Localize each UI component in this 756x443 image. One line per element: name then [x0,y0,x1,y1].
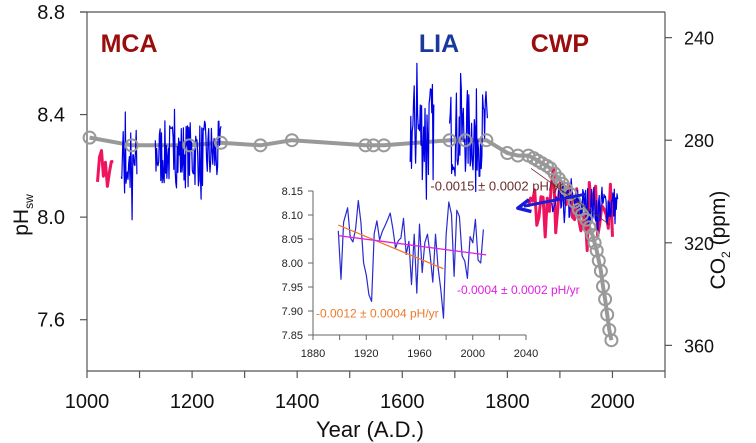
co2-marker [602,322,617,337]
coral-ph-blue-series-segment [551,178,619,234]
inset-y-tick-label: 8.15 [282,186,303,198]
inset-y-tick-label: 8.10 [282,210,303,222]
co2-marker [358,138,373,153]
co2-marker [442,133,457,148]
inset-y-tick-label: 8.05 [282,234,303,246]
co2-marker [593,263,608,278]
y2-axis-label: CO2 (ppm) [707,191,733,290]
inset-trendline [338,234,487,256]
co2-marker [82,130,97,145]
y-tick-label: 8.0 [37,207,65,229]
inset-x-tick-label: 1960 [407,348,431,360]
co2-marker [213,135,228,150]
ph-pink-series-segment [96,149,114,188]
y2-tick-label: 360 [684,336,714,356]
co2-marker [182,138,197,153]
x-tick-label: 1200 [170,391,215,413]
co2-marker [253,138,268,153]
inset-x-tick-label: 1880 [301,348,325,360]
co2-marker [284,133,299,148]
period-label-mca: MCA [101,30,158,58]
co2-marker [579,212,594,227]
inset-plot: 8.15 8.10 8.05 8.00 7.95 7.90 7.85 1880 1920 1960… [282,186,580,360]
inset-y-tick-label: 7.95 [282,282,303,294]
co2-marker [458,133,473,148]
inset-trend-label-orange: -0.0012 ± 0.0004 pH/yr [316,306,439,320]
y-axis-label: pHsw [10,194,36,236]
x-tick-label: 2000 [590,391,635,413]
y2-tick-label: 280 [684,131,714,151]
co2-marker [563,187,578,202]
co2-marker [510,148,525,163]
x-tick-label: 1600 [380,391,425,413]
co2-marker [366,138,381,153]
coral-ph-blue-series-segment [409,62,435,200]
inset-coral-ph-line [337,200,484,319]
inset-x-tick-label: 1920 [354,348,378,360]
inset-x-tick-label: 2000 [461,348,485,360]
inset-x-tick-label: 2040 [514,348,538,360]
x-tick-label: 1400 [275,391,320,413]
co2-marker [585,228,600,243]
main-plot: 1000 1200 1400 1600 1800 2000 8.8 8.4 8.0 7.6 240 2… [37,2,714,413]
y-tick-label: 8.4 [37,105,65,127]
trend-annotation: -0.0015 ± 0.0002 pH/yr [430,178,564,193]
coral-ph-blue-series-segment [449,72,488,193]
y-tick-label: 8.8 [37,2,65,24]
x-tick-label: 1000 [65,391,110,413]
co2-marker [124,138,139,153]
inset-trend-label-magenta: -0.0004 ± 0.0002 pH/yr [457,283,580,297]
co2-marker [604,333,619,348]
coral-ph-blue-series-segment [154,108,222,200]
inset-y-tick-label: 8.00 [282,258,303,270]
inset-y-tick-label: 7.90 [282,306,303,318]
y-tick-label: 7.6 [37,310,65,332]
co2-marker [595,279,610,294]
co2-marker [591,253,606,268]
inset-trendline [338,224,444,270]
co2-marker [479,133,494,148]
inset-y-tick-label: 7.85 [282,330,303,342]
pointer-arrow-shaft [523,192,587,208]
y2-tick-label: 320 [684,234,714,254]
co2-marker [582,220,597,235]
co2-marker [587,235,602,250]
y2-axis-label-suffix: (ppm) [707,191,730,252]
y-axis-label-main: pH [10,209,33,236]
y2-tick-label: 240 [684,29,714,49]
y-axis-label-sub: sw [22,194,36,209]
co2-marker [589,243,604,258]
pointer-arrow-head [516,198,532,214]
y2-axis-label-main: CO [707,258,730,290]
co2-marker [600,307,615,322]
co2-marker [598,292,613,307]
period-label-lia: LIA [419,30,459,58]
y2-axis-label-sub: 2 [719,251,733,258]
co2-marker [376,138,391,153]
x-tick-label: 1800 [485,391,530,413]
x-axis-label: Year (A.D.) [316,417,424,442]
coral-ph-blue-series-segment [120,111,138,221]
period-label-cwp: CWP [531,30,589,58]
